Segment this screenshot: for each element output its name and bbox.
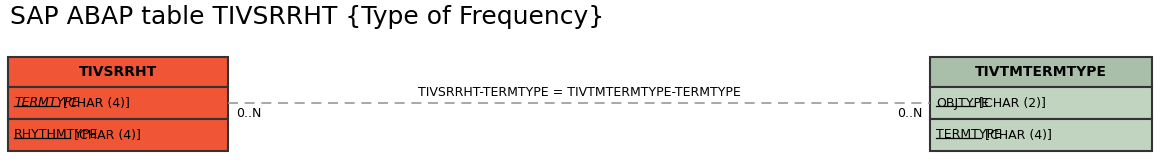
Text: [CHAR (4)]: [CHAR (4)]	[59, 97, 130, 110]
Bar	[8, 119, 229, 151]
Bar	[930, 119, 1152, 151]
Bar	[930, 57, 1152, 87]
Bar	[930, 87, 1152, 119]
Text: [CHAR (4)]: [CHAR (4)]	[980, 129, 1051, 142]
Text: 0..N: 0..N	[235, 107, 261, 120]
Text: SAP ABAP table TIVSRRHT {Type of Frequency}: SAP ABAP table TIVSRRHT {Type of Frequen…	[10, 5, 604, 29]
Text: TIVSRRHT-TERMTYPE = TIVTMTERMTYPE-TERMTYPE: TIVSRRHT-TERMTYPE = TIVTMTERMTYPE-TERMTY…	[418, 86, 740, 99]
Text: TERMTYPE: TERMTYPE	[936, 129, 1002, 142]
Text: 0..N: 0..N	[897, 107, 922, 120]
Text: TIVSRRHT: TIVSRRHT	[79, 65, 157, 79]
Text: [CHAR (4)]: [CHAR (4)]	[70, 129, 140, 142]
Text: [CHAR (2)]: [CHAR (2)]	[976, 97, 1046, 110]
Text: OBJTYPE: OBJTYPE	[936, 97, 988, 110]
Text: TERMTYPE: TERMTYPE	[14, 97, 80, 110]
Text: RHYTHMTYPE: RHYTHMTYPE	[14, 129, 99, 142]
Bar	[8, 57, 229, 87]
Bar	[8, 87, 229, 119]
Text: TIVTMTERMTYPE: TIVTMTERMTYPE	[976, 65, 1107, 79]
